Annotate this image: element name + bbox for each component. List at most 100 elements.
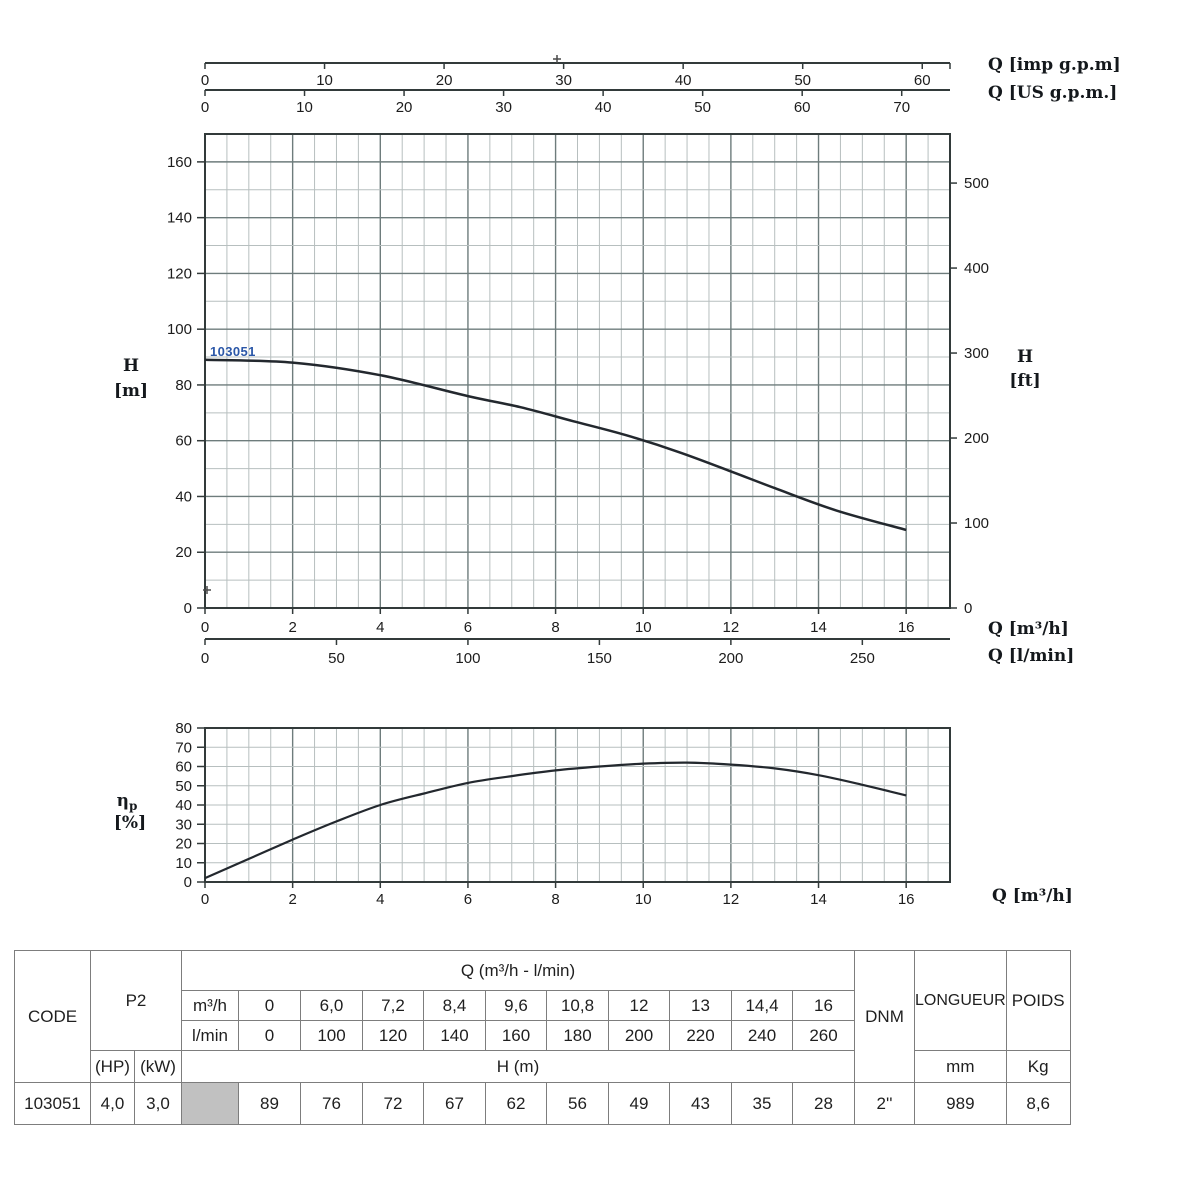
right-axis-tick-label: 100 [964, 515, 989, 532]
y-axis-tick-label: 40 [175, 797, 192, 814]
x-axis-tick-label: 4 [376, 619, 384, 636]
q-m3h-value: 8,4 [423, 990, 486, 1021]
q-lmin-value: 140 [423, 1020, 486, 1051]
h-value: 62 [485, 1082, 547, 1125]
q-lmin-value: 120 [362, 1020, 424, 1051]
ruler-tick-label: 50 [694, 99, 711, 116]
x-axis-tick-label: 0 [201, 891, 209, 908]
x-axis-tick-label: 8 [551, 619, 559, 636]
ruler-tick-label: 20 [436, 72, 453, 89]
top-axis-imp-gpm: 0 10 20 30 40 50 60 [201, 55, 951, 89]
x-axis-tick-label: 6 [464, 891, 472, 908]
head-curve-path [204, 358, 907, 532]
axis-unit-imp-gpm: Q [imp g.p.m] [988, 55, 1121, 75]
ruler-tick-label: 100 [455, 650, 480, 667]
ruler-tick-label: 0 [201, 72, 209, 89]
q-m3h-value: 13 [669, 990, 732, 1021]
q-lmin-value: 240 [731, 1020, 793, 1051]
x-axis-tick-label: 16 [898, 891, 915, 908]
x-axis-tick-label: 6 [464, 619, 472, 636]
row-header-m3h: m³/h [181, 990, 239, 1021]
ruler-tick-label: 250 [850, 650, 875, 667]
right-axis-tick-label: 0 [964, 600, 972, 617]
y-axis-tick-label: 0 [184, 874, 192, 891]
q-m3h-value: 10,8 [546, 990, 609, 1021]
q-lmin-value: 160 [485, 1020, 547, 1051]
efficiency-curve-path [204, 761, 907, 880]
h-value: 89 [238, 1082, 301, 1125]
q-m3h-value: 9,6 [485, 990, 547, 1021]
eta-subscript: p [129, 799, 137, 813]
ruler-tick-label: 50 [328, 650, 345, 667]
col-header-dnm: DNM [854, 950, 915, 1083]
x-axis-tick-label: 10 [635, 619, 652, 636]
x-axis-tick-label: 8 [551, 891, 559, 908]
y-axis-tick-label: 10 [175, 855, 192, 872]
h-value: 67 [423, 1082, 486, 1125]
efficiency-axis-label-pct: [%] [114, 813, 146, 833]
col-header-code: CODE [14, 950, 91, 1083]
q-lmin-value: 200 [608, 1020, 670, 1051]
table-row: 103051 4,0 3,0 89 76 72 67 62 56 49 43 3… [14, 1082, 1071, 1125]
x-axis-tick-label: 12 [723, 619, 740, 636]
q-lmin-value: 220 [669, 1020, 732, 1051]
x-axis-tick-label: 0 [201, 619, 209, 636]
q-m3h-value: 16 [792, 990, 855, 1021]
right-axis-tick-label: 400 [964, 260, 989, 277]
ruler-tick-label: 200 [718, 650, 743, 667]
efficiency-axis-label-eta: ηp [117, 791, 138, 813]
y-axis-tick-label: 120 [167, 265, 192, 282]
q-lmin-value: 100 [300, 1020, 363, 1051]
h-value: 49 [608, 1082, 670, 1125]
x-axis-tick-label: 2 [288, 619, 296, 636]
h-value: 76 [300, 1082, 363, 1125]
p2-kw-value: 3,0 [134, 1082, 182, 1125]
x-axis-tick-label: 14 [810, 891, 827, 908]
ruler-tick-label: 40 [595, 99, 612, 116]
longueur-value: 989 [914, 1082, 1007, 1125]
top-axis-us-gpm: 0 10 20 30 40 50 60 70 [201, 89, 950, 116]
q-lmin-value: 0 [238, 1020, 301, 1051]
y-axis-tick-label: 160 [167, 154, 192, 171]
q-lmin-value: 260 [792, 1020, 855, 1051]
col-header-h-m: H (m) [181, 1050, 855, 1083]
q-lmin-value: 180 [546, 1020, 609, 1051]
y-axis-tick-label: 60 [175, 759, 192, 776]
h-value: 28 [792, 1082, 855, 1125]
axis-unit-q-lmin: Q [l/min] [988, 646, 1074, 666]
q-m3h-value: 7,2 [362, 990, 424, 1021]
right-axis-tick-label: 500 [964, 175, 989, 192]
ruler-tick-label: 0 [201, 99, 209, 116]
p2-hp-value: 4,0 [90, 1082, 135, 1125]
bottom-axis-lmin: 0 50 100 150 200 250 [201, 638, 950, 667]
col-header-kg: Kg [1005, 1050, 1071, 1083]
pump-performance-datasheet: 0 10 20 30 40 50 60 0 10 20 30 40 50 60 70 0 20 40 60 80 1… [14, 55, 1121, 1125]
row-header-lmin: l/min [181, 1020, 239, 1051]
ruler-tick-label: 50 [794, 72, 811, 89]
col-header-poids: POIDS [1005, 950, 1071, 1051]
dnm-value: 2'' [854, 1082, 915, 1125]
plus-mark [553, 55, 561, 63]
ruler-tick-label: 10 [296, 99, 313, 116]
right-axis-label-h: H [1017, 347, 1033, 367]
plot-border [204, 133, 951, 609]
col-header-p2: P2 [90, 950, 182, 1051]
ruler-tick-label: 30 [555, 72, 572, 89]
col-header-longueur: LONGUEUR [914, 950, 1007, 1051]
q-m3h-value: 6,0 [300, 990, 363, 1021]
plus-mark [203, 586, 211, 594]
ruler-tick-label: 60 [914, 72, 931, 89]
code-value: 103051 [14, 1082, 91, 1125]
right-axis-tick-label: 300 [964, 345, 989, 362]
y-axis-tick-label: 20 [175, 544, 192, 561]
x-axis-tick-label: 4 [376, 891, 384, 908]
ruler-tick-label: 20 [396, 99, 413, 116]
x-axis-tick-label: 14 [810, 619, 827, 636]
col-header-q: Q (m³/h - l/min) [181, 950, 855, 991]
y-axis-tick-label: 30 [175, 816, 192, 833]
x-axis-tick-label: 16 [898, 619, 915, 636]
curve-code-label: 103051 [210, 344, 256, 359]
y-axis-tick-label: 60 [175, 433, 192, 450]
ruler-tick-label: 70 [893, 99, 910, 116]
